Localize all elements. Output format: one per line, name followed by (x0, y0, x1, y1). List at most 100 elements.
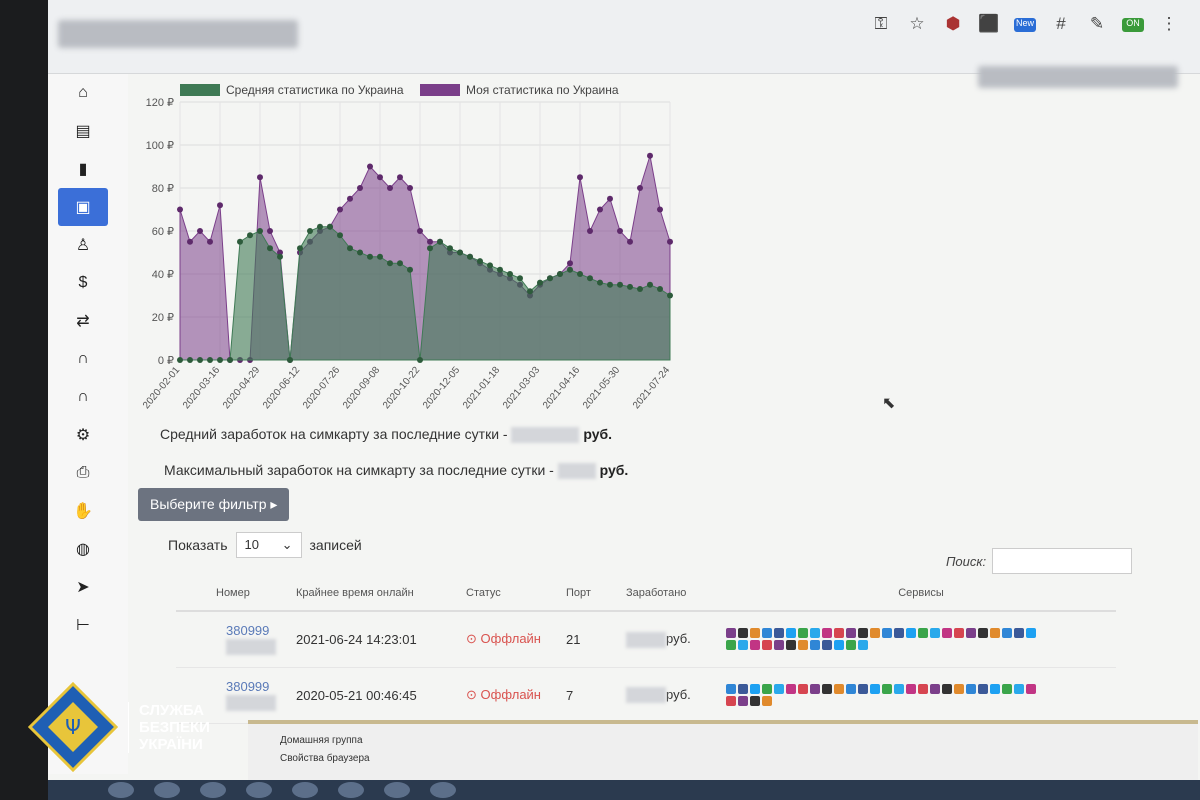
data-point (227, 357, 233, 363)
taskbar-app-icon[interactable] (292, 782, 318, 798)
wordmark-line: БЕЗПЕКИ (139, 718, 210, 736)
star-icon[interactable]: ☆ (909, 14, 925, 33)
sidebar-item-sim-card[interactable]: ▣ (58, 188, 108, 226)
service-icon (930, 684, 940, 694)
document-icon: ▤ (75, 123, 91, 140)
sidebar-item-hand[interactable]: ✋ (58, 492, 108, 530)
earned-currency: руб. (666, 686, 691, 702)
sidebar-item-person[interactable]: ♙ (58, 226, 108, 264)
sidebar-item-gear[interactable]: ⚙ (58, 416, 108, 454)
sidebar-item-home[interactable]: ⌂ (58, 74, 108, 112)
taskbar-app-icon[interactable] (246, 782, 272, 798)
sim-number-link[interactable]: 380999 (226, 679, 270, 695)
col-earned[interactable]: Заработано (626, 575, 726, 612)
x-tick-label: 2020-04-29 (221, 365, 263, 410)
data-point (457, 249, 463, 256)
service-icon (750, 640, 760, 651)
col-status[interactable]: Статус (466, 575, 566, 612)
legend-swatch (420, 84, 460, 96)
sidebar-item-magnet-2[interactable]: ∩ (58, 378, 108, 416)
service-icon (870, 684, 880, 694)
data-point (557, 271, 563, 277)
service-icon (846, 684, 856, 694)
data-point (297, 245, 303, 252)
redacted-value (626, 687, 666, 704)
redacted-value (626, 631, 666, 648)
hand-icon: ✋ (73, 503, 93, 520)
redacted-value (511, 427, 580, 444)
data-point (207, 238, 213, 245)
service-icon (918, 684, 928, 694)
gear-icon: ⚙ (75, 427, 91, 444)
search-input[interactable] (992, 548, 1133, 574)
toggle-on-icon[interactable]: ON (1122, 18, 1144, 32)
data-point (357, 185, 363, 191)
service-icon (882, 684, 892, 694)
new-badge-icon[interactable]: New (1014, 18, 1036, 32)
max-earnings-label: Максимальный заработок на симкарту за по… (164, 462, 554, 478)
menu-item-browser-properties[interactable]: Свойства браузера (280, 753, 370, 764)
extension-icon[interactable]: ⬛ (978, 14, 1000, 33)
service-icon (726, 628, 736, 639)
menu-item-home-group[interactable]: Домашняя группа (280, 735, 363, 746)
table-row[interactable]: 380999 2021-06-24 14:23:01 ⊙ Оффлайн 21 … (176, 611, 1116, 668)
data-point (637, 286, 643, 293)
table-row[interactable]: 380999 2020-05-21 00:46:45 ⊙ Оффлайн 7 р… (176, 667, 1116, 724)
book-icon: ▮ (78, 161, 88, 178)
sidebar-item-document[interactable]: ▤ (58, 112, 108, 150)
status-text: Оффлайн (480, 687, 541, 702)
hash-icon[interactable]: # (1056, 14, 1066, 33)
redacted-value (557, 463, 596, 480)
simcards-table: Номер Крайнее время онлайн Статус Порт З… (176, 575, 1116, 724)
data-point (427, 238, 433, 245)
data-point (627, 238, 633, 245)
wordmark-line: УКРАЇНИ (139, 735, 203, 753)
legend-label: Моя статистика по Украина (466, 83, 619, 97)
service-icon (1002, 684, 1012, 694)
y-tick-label: 80 ₽ (152, 183, 174, 195)
taskbar-app-icon[interactable] (338, 782, 364, 798)
sidebar-item-book[interactable]: ▮ (58, 150, 108, 188)
data-point (647, 152, 653, 159)
service-icon (762, 684, 772, 694)
taskbar-app-icon[interactable] (200, 782, 226, 798)
page-length-select[interactable]: 10 ⌄ (235, 532, 302, 558)
sidebar-item-magnet[interactable]: ∩ (58, 340, 108, 378)
show-label: Показать (168, 537, 228, 553)
sidebar-item-telegram[interactable]: ➤ (58, 568, 108, 606)
eyedropper-icon[interactable]: ✎ (1089, 14, 1105, 33)
redacted-user (978, 66, 1178, 88)
taskbar-app-icon[interactable] (384, 782, 410, 798)
sidebar-item-dollar[interactable]: $ (58, 264, 108, 302)
col-port[interactable]: Порт (566, 575, 626, 612)
sim-number-link[interactable]: 380999 (226, 623, 270, 639)
earnings-chart: 0 ₽20 ₽40 ₽60 ₽80 ₽100 ₽120 ₽2020-02-012… (141, 83, 673, 410)
service-icon (786, 640, 796, 651)
col-number[interactable]: Номер (176, 575, 296, 612)
taskbar-app-icon[interactable] (154, 782, 180, 798)
service-icon (1002, 628, 1012, 639)
data-point (407, 185, 413, 191)
key-icon[interactable]: ⚿ (874, 14, 888, 33)
col-services[interactable]: Сервисы (726, 575, 1116, 612)
data-point (617, 228, 623, 234)
y-tick-label: 120 ₽ (146, 97, 174, 109)
taskbar-app-icon[interactable] (108, 782, 134, 798)
menu-icon[interactable]: ⋮ (1160, 14, 1178, 33)
filter-button[interactable]: Выберите фильтр ▸ (138, 488, 290, 521)
data-point (177, 357, 183, 363)
x-tick-label: 2020-10-22 (381, 365, 423, 410)
data-point (417, 228, 423, 234)
earned-currency: руб. (666, 630, 691, 646)
sidebar-item-transfer[interactable]: ⇄ (58, 302, 108, 340)
taskbar-app-icon[interactable] (430, 782, 456, 798)
sidebar-item-collapse[interactable]: ⊢ (58, 606, 108, 644)
sidebar-item-printer[interactable]: ⎙ (58, 454, 108, 492)
x-tick-label: 2021-05-30 (581, 365, 623, 410)
adblock-icon[interactable]: ⬢ (945, 14, 961, 33)
x-tick-label: 2020-03-16 (181, 365, 223, 410)
col-last-online[interactable]: Крайнее время онлайн (296, 575, 466, 612)
sidebar-item-globe[interactable]: ◍ (58, 530, 108, 568)
data-point (367, 163, 373, 170)
status-badge: ⊙ Оффлайн (466, 611, 566, 668)
